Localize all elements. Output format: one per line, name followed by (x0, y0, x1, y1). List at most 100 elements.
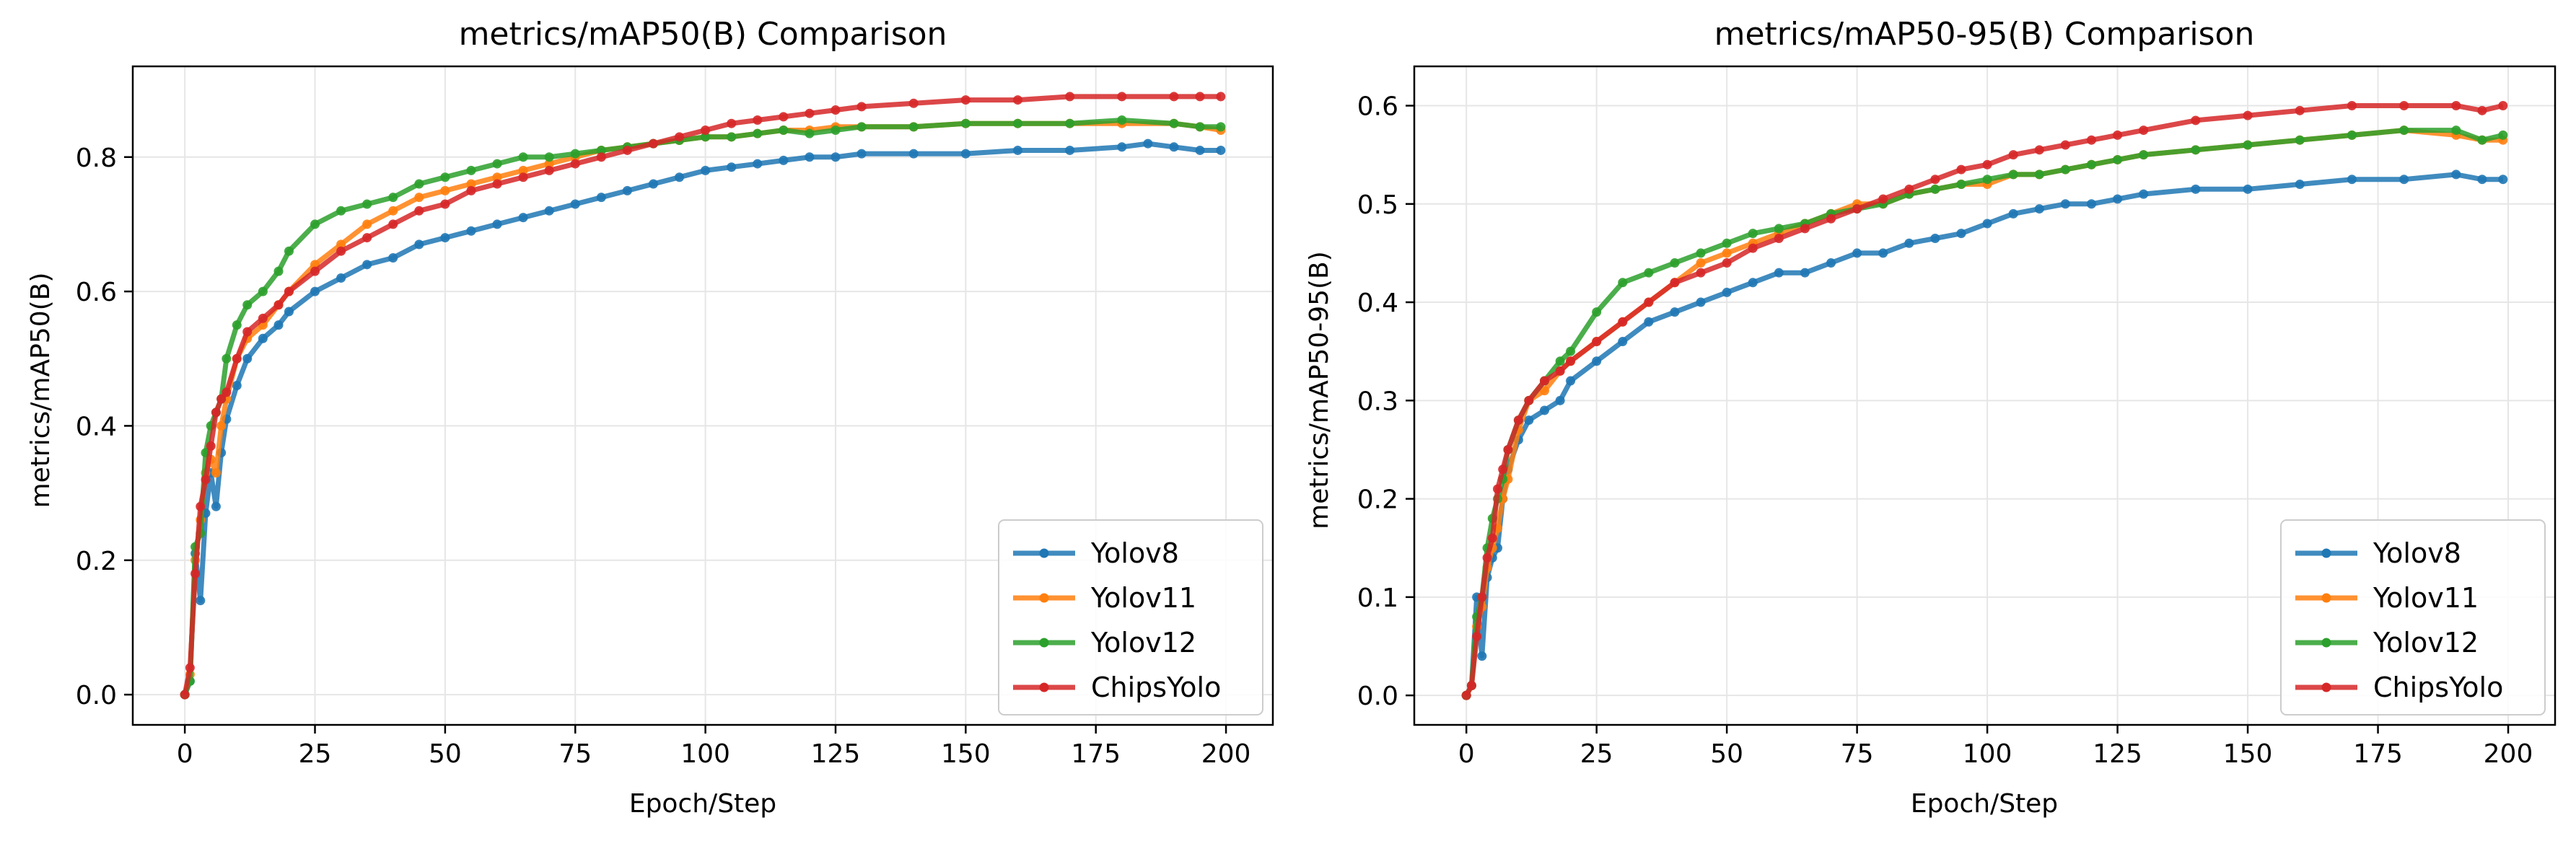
data-point (622, 145, 632, 155)
data-point (206, 441, 216, 451)
data-point (1493, 484, 1503, 494)
series-layer (180, 92, 1226, 700)
data-point (805, 108, 815, 118)
data-point (336, 246, 346, 256)
data-point (1216, 92, 1226, 102)
data-point (336, 239, 346, 250)
data-point (2086, 159, 2096, 169)
data-point (466, 185, 476, 195)
data-point (2034, 145, 2044, 155)
data-point (1722, 238, 1732, 248)
series-chipsyolo (1461, 101, 2508, 700)
data-point (727, 162, 737, 172)
x-tick-label: 75 (558, 739, 592, 769)
data-point (544, 206, 554, 216)
data-point (596, 193, 606, 203)
data-point (1065, 118, 1075, 128)
data-point (1012, 145, 1022, 155)
y-tick-label: 0.0 (76, 681, 117, 710)
data-point (211, 468, 221, 478)
plot-frame (1413, 65, 2557, 726)
x-tick-label: 125 (2093, 739, 2142, 769)
data-point (753, 115, 763, 126)
data-point (242, 327, 253, 337)
data-point (960, 149, 971, 159)
data-point (753, 159, 763, 169)
data-point (216, 394, 227, 404)
data-point (1012, 95, 1022, 105)
x-tick-label: 50 (429, 739, 462, 769)
y-tick-label: 0.8 (76, 144, 117, 173)
x-tick-label: 25 (1580, 739, 1613, 769)
x-axis-label: Epoch/Step (629, 789, 776, 819)
data-point (2139, 189, 2149, 199)
chart-map50: metrics/mAP50(B) Comparison Epoch/Step m… (26, 16, 1274, 819)
data-point (273, 320, 284, 330)
data-point (518, 152, 528, 162)
data-point (908, 122, 919, 132)
data-point (622, 185, 632, 195)
data-point (1774, 233, 1784, 243)
data-point (2191, 115, 2201, 126)
data-point (216, 420, 227, 431)
data-point (1216, 122, 1226, 132)
data-point (1904, 184, 1914, 194)
data-point (2113, 194, 2123, 204)
data-point (1800, 224, 1810, 234)
data-point (1466, 680, 1476, 690)
data-point (492, 179, 502, 189)
data-point (1722, 248, 1732, 258)
data-point (440, 199, 450, 209)
data-point (1956, 229, 1966, 239)
data-point (1670, 278, 1680, 288)
data-point (1696, 297, 1706, 307)
x-tick-label: 200 (1201, 739, 1251, 769)
data-point (2399, 101, 2409, 111)
data-point (258, 286, 268, 296)
data-point (596, 152, 606, 162)
data-point (1774, 224, 1784, 234)
data-point (518, 172, 528, 182)
data-point (2034, 204, 2044, 214)
data-point (1503, 444, 1513, 454)
data-point (414, 193, 424, 203)
data-point (258, 333, 268, 343)
data-point (362, 260, 372, 270)
y-tick-label: 0.3 (1357, 387, 1398, 416)
data-point (310, 286, 320, 296)
data-point (1592, 337, 1602, 347)
data-point (518, 213, 528, 223)
x-ticks: 0 25 50 75 100 125 150 175 200 (177, 725, 1251, 769)
data-point (1477, 592, 1487, 602)
data-point (1618, 278, 1628, 288)
data-point (1618, 337, 1628, 347)
data-point (2086, 199, 2096, 209)
y-tick-label: 0.1 (1357, 584, 1398, 613)
legend: Yolov8 Yolov11 Yolov12 ChipsYolo (998, 519, 1263, 715)
legend-swatch-marker (1039, 638, 1049, 648)
data-point (1644, 317, 1654, 327)
data-point (779, 112, 789, 122)
data-point (1472, 631, 1482, 641)
data-point (466, 226, 476, 236)
y-tick-label: 0.2 (76, 547, 117, 576)
x-tick-label: 0 (177, 739, 193, 769)
data-point (414, 206, 424, 216)
legend-swatch-marker (1039, 593, 1049, 603)
data-point (2477, 135, 2487, 145)
data-point (196, 596, 206, 606)
chart-map50-95: metrics/mAP50-95(B) Comparison Epoch/Ste… (1305, 16, 2557, 819)
data-point (440, 233, 450, 243)
data-point (1696, 248, 1706, 258)
data-point (1195, 145, 1205, 155)
data-point (440, 185, 450, 195)
data-point (1524, 395, 1534, 405)
data-point (1487, 533, 1497, 543)
data-point (1216, 145, 1226, 155)
data-point (1498, 464, 1508, 475)
data-point (232, 320, 242, 330)
y-axis-label: metrics/mAP50(B) (26, 273, 56, 508)
data-point (466, 179, 476, 189)
data-point (2295, 105, 2305, 115)
legend-label: ChipsYolo (1091, 672, 1221, 703)
